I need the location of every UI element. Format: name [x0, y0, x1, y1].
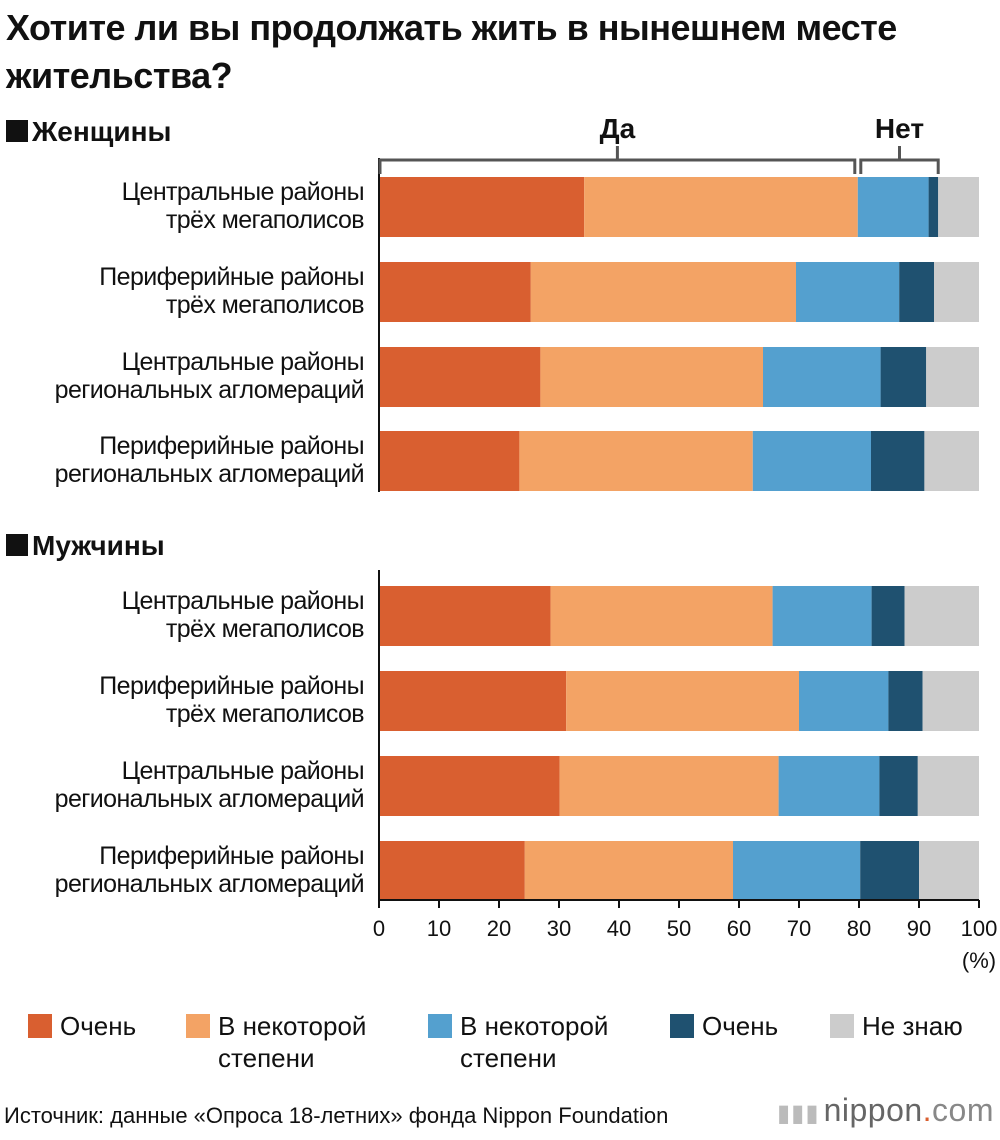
category-label: Центральные районы региональных агломерац… [54, 757, 365, 813]
legend-swatch [830, 1014, 854, 1038]
legend-label: Очень [60, 1011, 137, 1041]
logo-dot: . [922, 1092, 933, 1128]
x-tick-label: 100 [961, 916, 998, 941]
bar-segment [752, 431, 871, 491]
bar-segment [938, 177, 979, 237]
chart-title: Хотите ли вы продолжать жить в нынешнем … [6, 7, 897, 96]
bar-segment [379, 671, 567, 731]
legend-swatch [428, 1014, 452, 1038]
square-marker-icon [6, 534, 28, 556]
bar-segment [772, 586, 872, 646]
bar-segment [379, 586, 551, 646]
category-label: Периферийные районы трёх мегаполисов [99, 672, 364, 728]
bar-segment [566, 671, 799, 731]
category-label: Периферийные районы региональных агломера… [54, 432, 365, 488]
bar-segment [379, 431, 520, 491]
x-tick-label: 10 [427, 916, 451, 941]
x-tick-label: 20 [487, 916, 511, 941]
legend-swatch [28, 1014, 52, 1038]
bar-segment [904, 586, 979, 646]
bar-segment [922, 671, 979, 731]
stacked-bar-chart: 0 10 20 30 40 50 60 70 80 90 100 (%) Да Нет [373, 113, 998, 973]
bar-segment [860, 841, 919, 901]
bar-segment [524, 841, 733, 901]
legend-swatch [186, 1014, 210, 1038]
logo-bars-icon: ▮▮▮ [776, 1100, 820, 1127]
bar-segment [934, 262, 979, 322]
bar-segment [379, 841, 525, 901]
bracket-line [859, 158, 940, 174]
bracket-label: Да [600, 113, 636, 144]
bar-segment [924, 431, 979, 491]
nippon-logo: ▮▮▮ nippon.com [777, 1092, 994, 1129]
legend-swatch [670, 1014, 694, 1038]
bar-segment [888, 671, 923, 731]
bar-segment [799, 671, 889, 731]
x-axis-unit: (%) [962, 948, 996, 973]
bar-segment [519, 431, 753, 491]
bar-segment [550, 586, 773, 646]
x-tick-label: 40 [607, 916, 631, 941]
section-men: Мужчины [6, 530, 165, 562]
category-label: Центральные районы трёх мегаполисов [121, 587, 365, 643]
category-label: Центральные районы трёх мегаполисов [121, 178, 365, 234]
bar-segment [857, 177, 929, 237]
section-men-label: Мужчины [32, 530, 165, 561]
x-tick-label: 90 [907, 916, 931, 941]
bar-segment [379, 177, 585, 237]
category-label: Периферийные районы региональных агломера… [54, 842, 365, 898]
logo-tld: com [932, 1092, 994, 1128]
bar-segment [917, 756, 979, 816]
bar-segment [899, 262, 934, 322]
bar-segment [928, 177, 939, 237]
category-label: Центральные районы региональных агломерац… [54, 348, 365, 404]
legend-label: Не знаю [862, 1011, 963, 1041]
category-label: Периферийные районы трёх мегаполисов [99, 263, 364, 319]
x-tick-label: 80 [847, 916, 871, 941]
legend: Очень В некоторой степени В некоторой ст… [0, 1010, 1000, 1080]
x-tick-label: 0 [373, 916, 385, 941]
bar-segment [379, 262, 531, 322]
legend-label: В некоторой степени [460, 1011, 609, 1073]
section-women: Женщины [6, 116, 171, 148]
bar-segment [879, 756, 918, 816]
bar-segment [530, 262, 796, 322]
bar-segment [763, 347, 881, 407]
bar-segment [379, 347, 541, 407]
x-tick-label: 60 [727, 916, 751, 941]
bar-segment [796, 262, 900, 322]
bar-segment [926, 347, 979, 407]
bar-segment [871, 431, 925, 491]
bar-segment [379, 756, 560, 816]
bar-segment [778, 756, 880, 816]
bracket-label: Нет [875, 113, 924, 144]
legend-label: Очень [702, 1011, 779, 1041]
x-tick-label: 50 [667, 916, 691, 941]
section-women-label: Женщины [32, 116, 172, 147]
x-tick-label: 70 [787, 916, 811, 941]
x-tick-label: 30 [547, 916, 571, 941]
bar-segment [733, 841, 861, 901]
bar-segment [880, 347, 927, 407]
logo-main: nippon [823, 1092, 923, 1128]
bar-segment [919, 841, 979, 901]
bar-segment [584, 177, 858, 237]
bar-segment [559, 756, 779, 816]
bracket-line [378, 158, 857, 174]
bar-segment [871, 586, 905, 646]
source-note: Источник: данные «Опроса 18-летних» фонд… [4, 1103, 669, 1128]
bar-segment [540, 347, 763, 407]
legend-label: В некоторой степени [218, 1011, 367, 1073]
square-marker-icon [6, 120, 28, 142]
